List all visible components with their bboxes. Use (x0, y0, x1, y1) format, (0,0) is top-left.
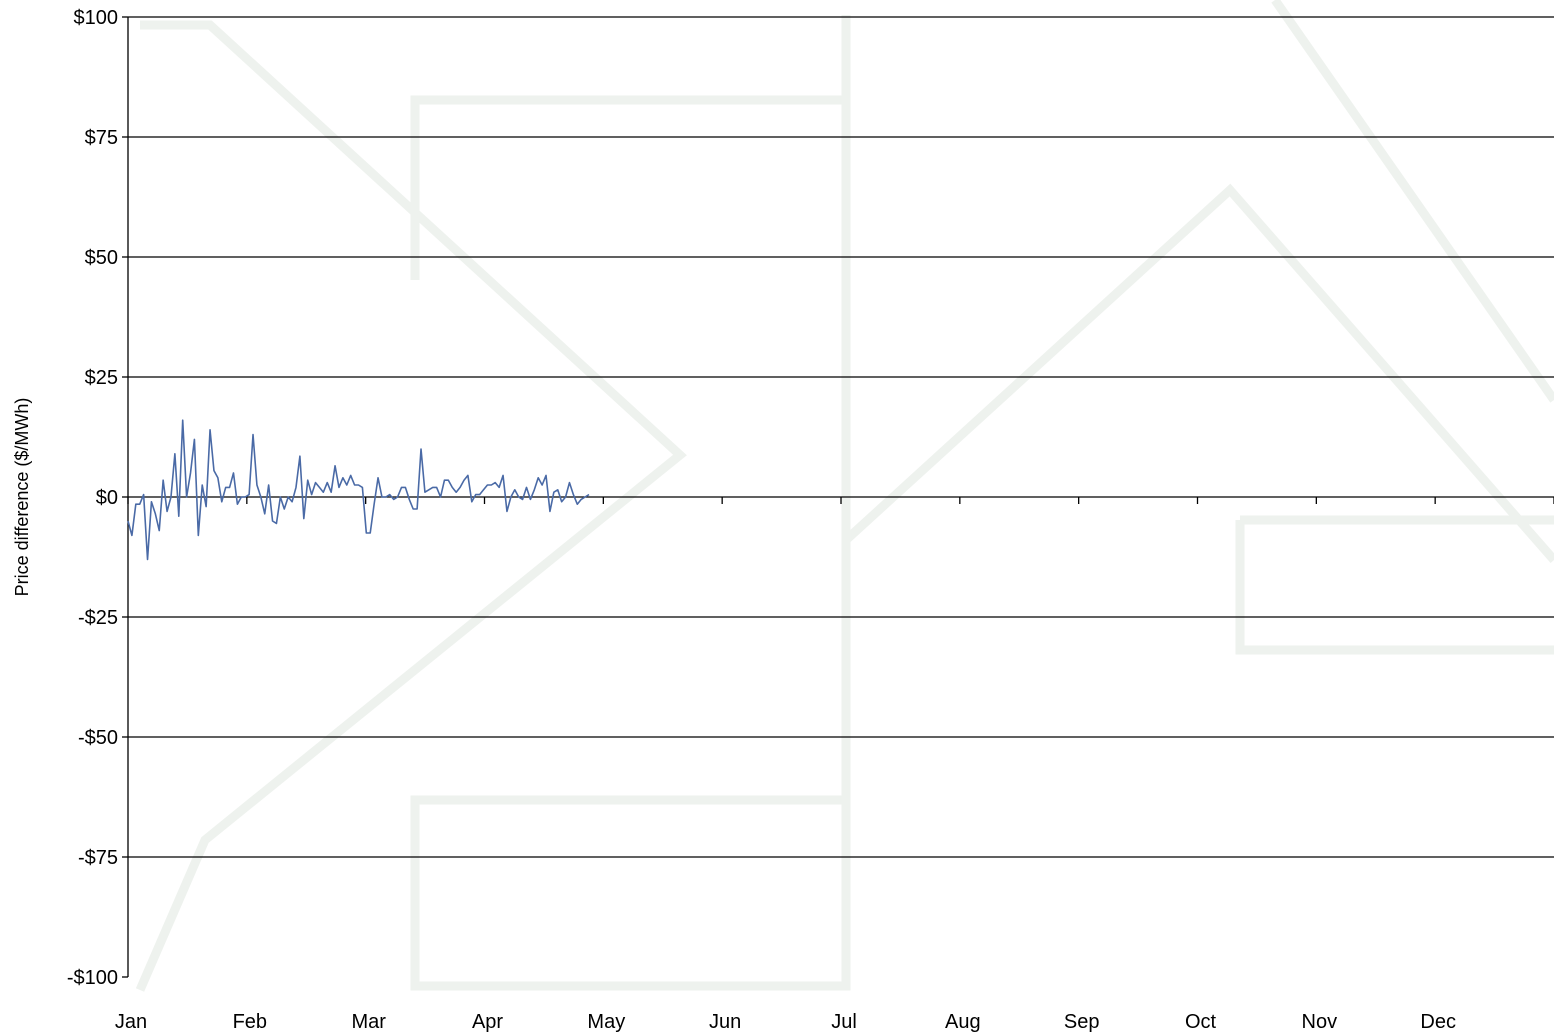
x-tick-label: Jun (709, 1011, 741, 1033)
x-tick-label: Feb (233, 1011, 267, 1033)
y-tick-label: $0 (96, 487, 118, 509)
y-tick-label: -$100 (67, 967, 118, 989)
watermark-logo (135, 0, 1554, 992)
y-tick-label: -$75 (78, 847, 118, 869)
y-tick-label: $25 (85, 367, 118, 389)
series-line (127, 419, 590, 561)
x-tick-label: Dec (1420, 1011, 1456, 1033)
x-tick-label: Sep (1064, 1011, 1100, 1033)
y-tick-label: $100 (74, 7, 119, 29)
y-tick-labels: $100 $75 $50 $25 $0 -$25 -$50 -$75 -$100 (67, 7, 118, 989)
x-tick-label: May (587, 1011, 625, 1033)
axes (122, 16, 129, 978)
x-tick-label: Aug (945, 1011, 981, 1033)
series-layer (127, 419, 590, 561)
x-tick-label: Nov (1302, 1011, 1338, 1033)
x-tick-label: Oct (1185, 1011, 1217, 1033)
x-tick-label: Mar (351, 1011, 386, 1033)
x-ticks (127, 497, 1554, 504)
x-tick-label: Apr (472, 1011, 503, 1033)
x-tick-label: Jan (115, 1011, 147, 1033)
y-tick-label: $50 (85, 247, 118, 269)
x-tick-label: Jul (831, 1011, 857, 1033)
y-axis-title: Price difference ($/MWh) (12, 398, 32, 597)
y-tick-label: -$50 (78, 727, 118, 749)
y-tick-label: $75 (85, 127, 118, 149)
y-tick-label: -$25 (78, 607, 118, 629)
x-tick-labels: Jan Feb Mar Apr May Jun Jul Aug Sep Oct Nov Dec (115, 1011, 1456, 1033)
